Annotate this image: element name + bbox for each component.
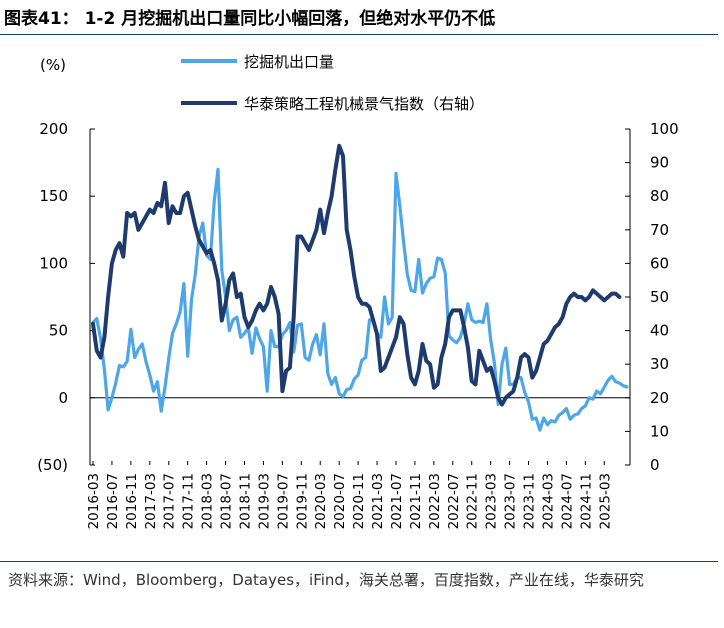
x-tick-label: 2018-11 [237, 473, 253, 529]
source-divider [0, 561, 718, 562]
x-axis: 2016-03 2016-07 2016-11 2017-03 2017-07 2017-… [86, 461, 613, 529]
x-tick-label: 2023-03 [484, 473, 500, 529]
chart-area: 挖掘机出口量 华泰策略工程机械景气指数（右轴） (%) 200150100500… [37, 53, 679, 529]
right-tick-label: 90 [650, 154, 669, 172]
series-group [91, 143, 629, 432]
x-tick-label: 2022-07 [446, 473, 462, 529]
legend-label-export: 挖掘机出口量 [244, 53, 334, 71]
x-tick-label: 2023-07 [503, 473, 519, 529]
x-tick-label: 2024-07 [559, 473, 575, 529]
title-divider [0, 34, 718, 35]
series-line-index [91, 143, 622, 407]
x-tick-label: 2019-03 [256, 473, 272, 529]
chart-title: 图表41： 1-2 月挖掘机出口量同比小幅回落，但绝对水平仍不低 [4, 9, 496, 29]
x-tick-label: 2019-11 [294, 473, 310, 529]
x-tick-label: 2017-07 [162, 473, 178, 529]
right-tick-label: 70 [650, 221, 669, 239]
x-tick-label: 2016-07 [105, 473, 121, 529]
x-tick-label: 2024-03 [540, 473, 556, 529]
left-axis-unit: (%) [40, 56, 66, 74]
right-tick-label: 40 [650, 322, 669, 340]
x-tick-label: 2020-03 [313, 473, 329, 529]
x-tick-label: 2019-07 [275, 473, 291, 529]
legend: 挖掘机出口量 华泰策略工程机械景气指数（右轴） [181, 53, 484, 113]
left-axis: 200 150 100 50 0 (50) [37, 120, 95, 474]
right-tick-label: 80 [650, 187, 669, 205]
right-tick-label: 100 [650, 120, 679, 138]
x-tick-label: 2021-11 [408, 473, 424, 529]
x-tick-label: 2016-03 [86, 473, 102, 529]
x-tick-label: 2017-11 [181, 473, 197, 529]
right-tick-label: 0 [650, 456, 660, 474]
x-tick-label: 2024-11 [578, 473, 594, 529]
legend-label-index: 华泰策略工程机械景气指数（右轴） [244, 95, 484, 113]
source-note: 资料来源：Wind，Bloomberg，Datayes，iFind，海关总署，百… [8, 571, 644, 589]
left-tick-label: 100 [39, 254, 68, 272]
x-tick-label: 2017-03 [143, 473, 159, 529]
right-tick-label: 20 [650, 389, 669, 407]
left-tick-label: (50) [37, 456, 68, 474]
left-tick-label: 50 [49, 322, 68, 340]
right-tick-label: 30 [650, 355, 669, 373]
left-tick-label: 0 [58, 389, 68, 407]
x-tick-label: 2023-11 [522, 473, 538, 529]
x-tick-label: 2021-03 [370, 473, 386, 529]
axis-lines [89, 129, 631, 465]
x-tick-label: 2025-03 [597, 473, 613, 529]
right-tick-label: 10 [650, 422, 669, 440]
x-tick-label: 2020-11 [351, 473, 367, 529]
left-tick-label: 200 [39, 120, 68, 138]
right-tick-label: 50 [650, 288, 669, 306]
x-tick-label: 2022-11 [465, 473, 481, 529]
left-tick-label: 150 [39, 187, 68, 205]
right-tick-label: 60 [650, 254, 669, 272]
x-tick-label: 2022-03 [427, 473, 443, 529]
x-tick-label: 2021-07 [389, 473, 405, 529]
x-tick-label: 2020-07 [332, 473, 348, 529]
x-tick-label: 2018-03 [200, 473, 216, 529]
x-tick-label: 2016-11 [124, 473, 140, 529]
x-tick-label: 2018-07 [219, 473, 235, 529]
series-line-export [91, 167, 629, 432]
